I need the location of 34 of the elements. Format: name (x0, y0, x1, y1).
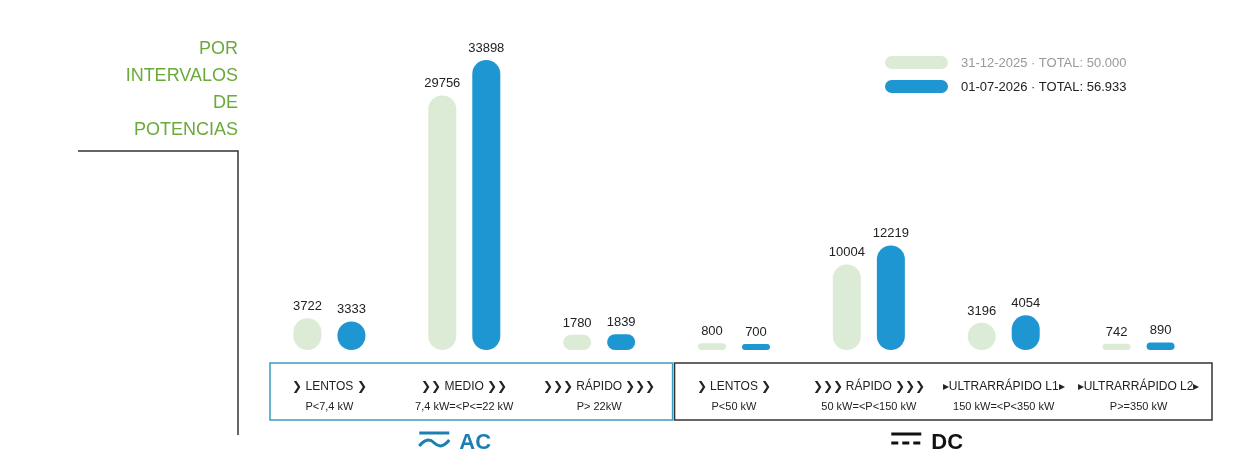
x-tick-label: ❯❯ MEDIO ❯❯ 7,4 kW=<P<=22 kW (415, 379, 515, 412)
text: POR INTERVALOS DE POTENCIAS (125, 38, 238, 139)
data-label: 3722 (292, 298, 322, 314)
bar (698, 343, 726, 350)
data-label: 1839 (606, 314, 636, 330)
bar (876, 245, 905, 350)
bar (1146, 342, 1175, 350)
data-label: 29756 (424, 75, 461, 91)
bar (832, 264, 861, 350)
x-tick-label: ❯❯❯ RÁPIDO ❯❯❯ P> 22kW (542, 378, 656, 412)
x-tick-label: ❯❯❯ RÁPIDO ❯❯❯ 50 kW=<P<150 kW (812, 378, 926, 412)
data-label: 3333 (336, 301, 366, 317)
bar (472, 60, 501, 350)
data-label: 12219 (872, 225, 909, 241)
text: DC (931, 429, 964, 454)
x-tick-label: ❯ LENTOS ❯ P<7,4 kW (292, 379, 367, 412)
data-label: 890 (1149, 322, 1172, 338)
data-label: 1780 (562, 314, 592, 330)
text: AC (459, 429, 492, 454)
data-label: 4054 (1011, 295, 1041, 311)
data-label: 3196 (967, 302, 997, 318)
data-label: 10004 (828, 244, 865, 260)
bar (1102, 343, 1131, 350)
legend-label: 31-12-2025 · TOTAL: 50.000 (961, 55, 1127, 70)
legend-label: 01-07-2026 · TOTAL: 56.933 (961, 79, 1127, 94)
data-label: 800 (701, 323, 723, 339)
x-tick-label: ▸ULTRARRÁPIDO L2▸ P>=350 kW (1077, 378, 1200, 412)
x-tick-label: ❯ LENTOS ❯ P<50 kW (696, 379, 772, 412)
data-label: 742 (1105, 323, 1128, 339)
data-label: 700 (745, 324, 767, 340)
data-label: 33898 (468, 40, 505, 55)
x-tick-label: ▸ULTRARRÁPIDO L1▸ 150 kW=<P<350 kW (942, 378, 1065, 412)
bar (742, 344, 770, 350)
bar (428, 95, 457, 350)
